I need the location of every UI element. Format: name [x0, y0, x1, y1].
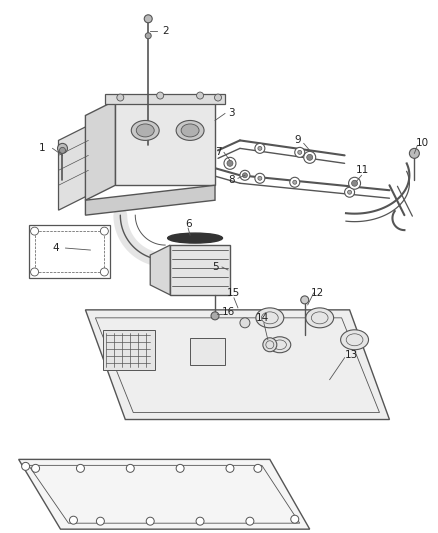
Text: 4: 4: [52, 243, 59, 253]
Circle shape: [21, 462, 30, 470]
Text: 9: 9: [294, 135, 301, 146]
Circle shape: [258, 176, 262, 180]
Circle shape: [301, 296, 309, 304]
Circle shape: [31, 227, 39, 235]
Polygon shape: [106, 94, 225, 103]
Circle shape: [100, 227, 108, 235]
Circle shape: [144, 15, 152, 23]
Circle shape: [31, 268, 39, 276]
Text: 13: 13: [345, 350, 358, 360]
Circle shape: [117, 94, 124, 101]
Circle shape: [255, 143, 265, 154]
Circle shape: [240, 171, 250, 180]
Ellipse shape: [341, 330, 368, 350]
Polygon shape: [85, 101, 115, 200]
Polygon shape: [190, 338, 225, 365]
Circle shape: [70, 516, 78, 524]
Circle shape: [348, 190, 352, 194]
Polygon shape: [19, 459, 310, 529]
Polygon shape: [85, 185, 215, 215]
Circle shape: [254, 464, 262, 472]
Circle shape: [295, 148, 305, 157]
Ellipse shape: [136, 124, 154, 137]
Circle shape: [100, 268, 108, 276]
Circle shape: [255, 173, 265, 183]
Ellipse shape: [256, 308, 284, 328]
Circle shape: [57, 143, 67, 154]
Circle shape: [145, 33, 151, 39]
Circle shape: [246, 517, 254, 525]
Circle shape: [197, 92, 204, 99]
Circle shape: [227, 160, 233, 166]
Circle shape: [352, 180, 357, 186]
Circle shape: [345, 187, 355, 197]
Ellipse shape: [306, 308, 334, 328]
Polygon shape: [85, 310, 389, 419]
Ellipse shape: [176, 120, 204, 140]
Circle shape: [176, 464, 184, 472]
Circle shape: [263, 338, 277, 352]
Text: 14: 14: [256, 313, 269, 323]
Text: 11: 11: [356, 165, 369, 175]
Polygon shape: [115, 101, 215, 185]
Ellipse shape: [131, 120, 159, 140]
Polygon shape: [103, 330, 155, 370]
Circle shape: [96, 517, 104, 525]
Circle shape: [298, 150, 302, 155]
Text: 8: 8: [229, 175, 235, 185]
Text: 15: 15: [226, 288, 240, 298]
Circle shape: [258, 147, 262, 150]
Circle shape: [240, 318, 250, 328]
Text: 16: 16: [221, 307, 235, 317]
Text: 5: 5: [212, 262, 218, 272]
Circle shape: [126, 464, 134, 472]
Circle shape: [410, 148, 419, 158]
Ellipse shape: [181, 124, 199, 137]
Circle shape: [196, 517, 204, 525]
Polygon shape: [59, 125, 88, 210]
Circle shape: [146, 517, 154, 525]
Circle shape: [32, 464, 39, 472]
Circle shape: [290, 177, 300, 187]
Circle shape: [215, 94, 222, 101]
Text: 3: 3: [229, 109, 235, 118]
Text: 7: 7: [215, 147, 221, 157]
Polygon shape: [170, 245, 230, 295]
Circle shape: [307, 155, 313, 160]
Circle shape: [242, 173, 247, 178]
Text: 10: 10: [416, 139, 429, 148]
Circle shape: [226, 464, 234, 472]
Circle shape: [349, 177, 360, 189]
Circle shape: [157, 92, 164, 99]
Ellipse shape: [269, 337, 291, 353]
Ellipse shape: [168, 233, 223, 243]
Text: 6: 6: [185, 219, 191, 229]
Circle shape: [60, 148, 66, 154]
Text: 2: 2: [162, 26, 169, 36]
Text: 12: 12: [311, 288, 324, 298]
Circle shape: [291, 515, 299, 523]
Polygon shape: [150, 245, 170, 295]
Circle shape: [77, 464, 85, 472]
Circle shape: [224, 157, 236, 169]
Circle shape: [211, 312, 219, 320]
Circle shape: [293, 180, 297, 184]
Text: 1: 1: [39, 143, 46, 154]
Circle shape: [304, 151, 316, 163]
